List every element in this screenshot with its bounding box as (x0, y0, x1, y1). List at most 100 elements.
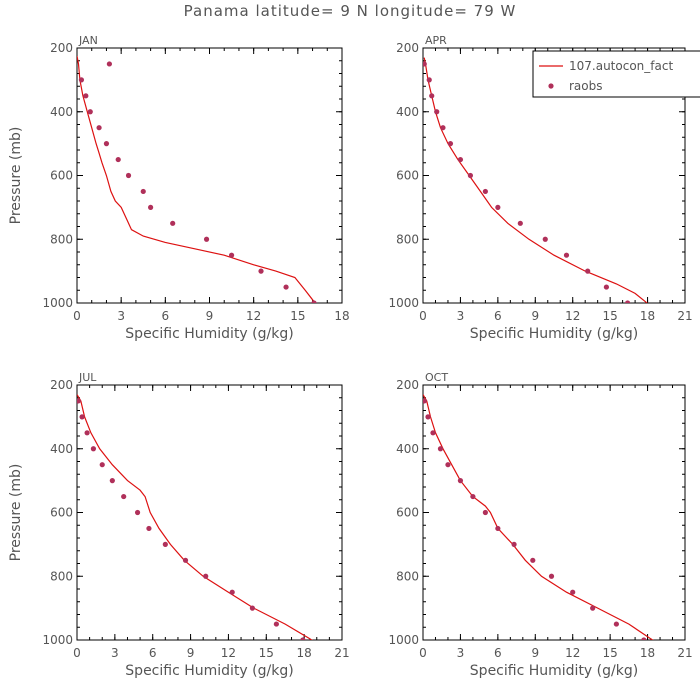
raobs-point (273, 621, 279, 627)
raobs-point (548, 573, 555, 579)
raobs-point (457, 478, 464, 484)
x-tick-label: 12 (246, 309, 261, 323)
plot-frame (76, 384, 343, 641)
raobs-point (423, 398, 427, 404)
raobs-point (495, 525, 501, 532)
x-tick-label: 6 (162, 309, 170, 323)
y-tick-label: 1000 (42, 633, 73, 647)
y-tick-label: 600 (50, 506, 73, 520)
x-tick-label: 15 (603, 646, 618, 660)
raobs-point (426, 77, 432, 83)
raobs-point (613, 621, 619, 627)
raobs-point (203, 573, 209, 579)
model-line (77, 394, 313, 640)
raobs-point (482, 188, 488, 195)
raobs-point (90, 446, 97, 452)
raobs-point (87, 109, 93, 115)
y-tick-label: 800 (396, 232, 419, 246)
x-tick-label: 12 (565, 646, 580, 660)
raobs-point (467, 172, 474, 179)
raobs-point (590, 605, 596, 611)
raobs-point (121, 493, 127, 500)
x-tick-label: 18 (334, 309, 349, 323)
raobs-point (437, 446, 444, 452)
series-group (423, 57, 648, 303)
y-tick-label: 400 (396, 442, 419, 456)
x-tick-label: 21 (677, 309, 692, 323)
x-tick-label: 3 (111, 646, 119, 660)
panel-label: APR (425, 34, 447, 47)
legend-obs-label: raobs (569, 79, 603, 93)
raobs-point (641, 637, 647, 640)
raobs-point (585, 268, 591, 274)
x-axis-label: Specific Humidity (g/kg) (470, 326, 638, 342)
raobs-point (530, 557, 536, 563)
x-tick-label: 3 (457, 646, 465, 660)
x-tick-label: 18 (297, 646, 312, 660)
plot-frame (76, 47, 343, 304)
raobs-point (109, 478, 115, 484)
x-tick-label: 6 (149, 646, 157, 660)
raobs-point (249, 605, 256, 611)
raobs-point (106, 61, 112, 67)
x-tick-label: 3 (457, 309, 465, 323)
y-tick-label: 800 (50, 569, 73, 583)
raobs-point (470, 493, 476, 500)
raobs-point (542, 236, 548, 242)
panel-label: OCT (425, 371, 448, 384)
raobs-point (563, 252, 570, 258)
y-tick-label: 200 (50, 378, 73, 392)
raobs-point (148, 204, 154, 210)
x-tick-label: 6 (494, 646, 502, 660)
x-tick-label: 18 (640, 309, 655, 323)
x-tick-label: 0 (73, 309, 81, 323)
x-axis-label: Specific Humidity (g/kg) (125, 326, 293, 342)
x-tick-label: 21 (334, 646, 349, 660)
y-tick-label: 200 (50, 41, 73, 55)
raobs-point (482, 509, 488, 516)
raobs-point (429, 93, 435, 99)
raobs-point (83, 93, 89, 99)
x-tick-label: 9 (206, 309, 214, 323)
y-tick-label: 400 (396, 105, 419, 119)
raobs-point (115, 156, 121, 163)
legend-model-label: 107.autocon_fact (569, 59, 673, 73)
raobs-point (445, 462, 451, 468)
x-tick-label: 9 (531, 309, 539, 323)
x-tick-label: 6 (494, 309, 502, 323)
raobs-point (311, 300, 317, 303)
raobs-point (440, 125, 446, 131)
x-axis-label: Specific Humidity (g/kg) (125, 663, 293, 679)
x-tick-label: 0 (419, 646, 427, 660)
series-group (77, 55, 317, 303)
raobs-point (162, 541, 168, 547)
y-tick-label: 200 (396, 378, 419, 392)
panel-jul: 0 3 6 9 12 15 18 21 200 400 600 800 1000 JUL Specific … (8, 371, 350, 679)
raobs-point (300, 637, 306, 640)
raobs-point (170, 220, 176, 226)
panel-label: JUL (78, 371, 97, 384)
y-tick-label: 1000 (388, 296, 419, 310)
raobs-point (425, 414, 431, 420)
y-axis-label: Pressure (mb) (8, 464, 24, 562)
raobs-point (283, 284, 289, 290)
raobs-point (430, 430, 436, 436)
panel-jan: 0 3 6 9 12 15 18 200 400 600 800 1000 JAN Specific Hu… (8, 34, 350, 342)
y-tick-label: 400 (50, 105, 73, 119)
raobs-point (495, 204, 501, 210)
model-line (423, 394, 654, 640)
x-tick-label: 12 (565, 309, 580, 323)
raobs-point (434, 109, 440, 115)
y-tick-label: 200 (396, 41, 419, 55)
raobs-point (228, 252, 235, 258)
panel-oct: 0 3 6 9 12 15 18 21 200 400 600 800 1000 OCT Specific … (388, 371, 692, 679)
raobs-point (99, 462, 105, 468)
legend-dot-swatch (548, 83, 554, 89)
raobs-point (182, 557, 189, 563)
model-line (77, 55, 317, 303)
panel-label: JAN (78, 34, 98, 47)
x-tick-label: 0 (73, 646, 81, 660)
x-tick-label: 0 (419, 309, 427, 323)
